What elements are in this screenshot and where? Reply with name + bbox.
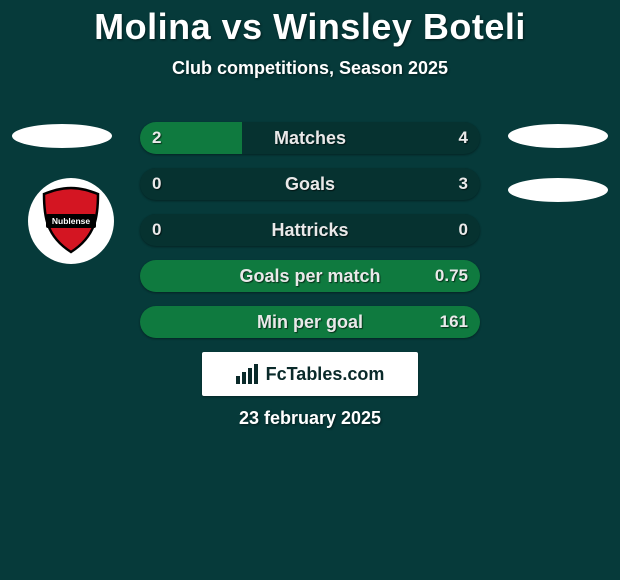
stat-category: Matches bbox=[140, 122, 480, 154]
stat-row: Matches2 4 bbox=[140, 122, 480, 154]
stat-category: Goals per match bbox=[140, 260, 480, 292]
stat-value-right: 4 bbox=[459, 122, 468, 154]
brand-label: FcTables.com bbox=[266, 364, 385, 385]
stat-bars: Matches24Goals03Hattricks00Goals per mat… bbox=[140, 122, 480, 352]
date-label: 23 february 2025 bbox=[0, 408, 620, 429]
stat-category: Hattricks bbox=[140, 214, 480, 246]
player-left-marker bbox=[12, 124, 112, 148]
page-title: Molina vs Winsley Boteli bbox=[0, 0, 620, 48]
stat-row: Hattricks0 0 bbox=[140, 214, 480, 246]
player-right-marker-2 bbox=[508, 178, 608, 202]
stat-value-left: 0 bbox=[152, 214, 161, 246]
subtitle: Club competitions, Season 2025 bbox=[0, 58, 620, 79]
player-right-marker-1 bbox=[508, 124, 608, 148]
brand-badge[interactable]: FcTables.com bbox=[202, 352, 418, 396]
stat-value-left: 0 bbox=[152, 168, 161, 200]
stat-value-right: 0.75 bbox=[435, 260, 468, 292]
stat-category: Goals bbox=[140, 168, 480, 200]
club-badge: Nublense bbox=[28, 178, 114, 264]
stat-value-right: 0 bbox=[459, 214, 468, 246]
stat-value-left: 2 bbox=[152, 122, 161, 154]
stats-icon bbox=[236, 364, 260, 384]
club-name-text: Nublense bbox=[52, 216, 91, 226]
stat-row: Min per goal161 bbox=[140, 306, 480, 338]
stat-value-right: 3 bbox=[459, 168, 468, 200]
comparison-card: Molina vs Winsley Boteli Club competitio… bbox=[0, 0, 620, 580]
stat-category: Min per goal bbox=[140, 306, 480, 338]
stat-row: Goals per match0.75 bbox=[140, 260, 480, 292]
stat-value-right: 161 bbox=[440, 306, 468, 338]
shield-icon: Nublense bbox=[40, 186, 102, 256]
stat-row: Goals0 3 bbox=[140, 168, 480, 200]
